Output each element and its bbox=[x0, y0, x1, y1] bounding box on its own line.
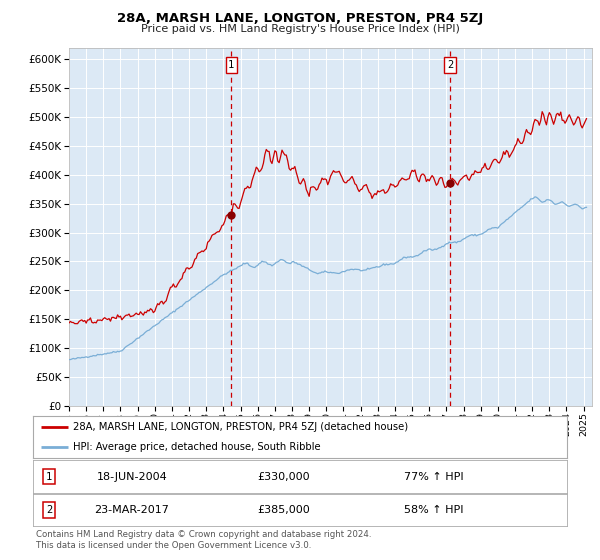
Text: 2: 2 bbox=[447, 60, 453, 70]
Text: 1: 1 bbox=[46, 472, 52, 482]
Text: 77% ↑ HPI: 77% ↑ HPI bbox=[404, 472, 463, 482]
Text: £385,000: £385,000 bbox=[257, 505, 310, 515]
Text: £330,000: £330,000 bbox=[257, 472, 310, 482]
Text: 23-MAR-2017: 23-MAR-2017 bbox=[94, 505, 169, 515]
Text: HPI: Average price, detached house, South Ribble: HPI: Average price, detached house, Sout… bbox=[73, 442, 320, 452]
Text: 58% ↑ HPI: 58% ↑ HPI bbox=[404, 505, 463, 515]
Text: 18-JUN-2004: 18-JUN-2004 bbox=[97, 472, 167, 482]
Text: Contains HM Land Registry data © Crown copyright and database right 2024.
This d: Contains HM Land Registry data © Crown c… bbox=[36, 530, 371, 550]
Text: Price paid vs. HM Land Registry's House Price Index (HPI): Price paid vs. HM Land Registry's House … bbox=[140, 24, 460, 34]
Text: 2: 2 bbox=[46, 505, 52, 515]
Text: 28A, MARSH LANE, LONGTON, PRESTON, PR4 5ZJ: 28A, MARSH LANE, LONGTON, PRESTON, PR4 5… bbox=[117, 12, 483, 25]
Text: 28A, MARSH LANE, LONGTON, PRESTON, PR4 5ZJ (detached house): 28A, MARSH LANE, LONGTON, PRESTON, PR4 5… bbox=[73, 422, 408, 432]
Text: 1: 1 bbox=[228, 60, 235, 70]
